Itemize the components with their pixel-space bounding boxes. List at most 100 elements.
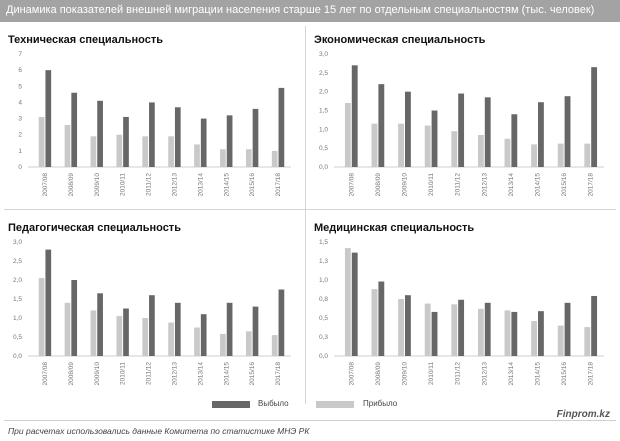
y-tick-label: 1,5 xyxy=(319,108,328,115)
footer: При расчетах использовались данные Комит… xyxy=(0,409,620,441)
bar-immigration xyxy=(90,136,97,167)
bar-immigration xyxy=(557,143,564,167)
bar-immigration xyxy=(398,299,404,356)
bar-emigration xyxy=(226,115,233,167)
x-tick-label: 2013/14 xyxy=(508,173,515,197)
x-tick-label: 2007/08 xyxy=(42,362,49,386)
brand-logo: Finprom.kz xyxy=(556,409,610,420)
y-tick-label: 1 xyxy=(18,148,22,155)
bar-emigration xyxy=(97,100,103,167)
chart-panel-technical: Техническая специальность 0 1 2 3 4 5 6 7 2007/08… xyxy=(0,24,305,209)
bar-emigration xyxy=(226,302,233,356)
y-tick-label: 2,5 xyxy=(13,258,22,265)
x-tick-label: 2009/10 xyxy=(94,173,101,197)
bar-emigration xyxy=(174,107,181,167)
bar-immigration xyxy=(168,136,174,167)
bar-emigration xyxy=(278,289,285,356)
bar-emigration xyxy=(538,102,544,167)
bar-emigration xyxy=(278,87,285,167)
x-tick-label: 2013/14 xyxy=(508,362,515,386)
y-tick-label: 2,0 xyxy=(319,89,328,96)
bar-emigration xyxy=(252,108,259,167)
y-tick-label: 0,3 xyxy=(319,334,328,341)
bar-immigration xyxy=(245,149,252,167)
bar-immigration xyxy=(271,335,278,356)
bar-emigration xyxy=(458,93,465,167)
bar-emigration xyxy=(97,293,103,356)
bar-emigration xyxy=(378,281,385,356)
bar-emigration xyxy=(200,314,207,356)
x-tick-label: 2014/15 xyxy=(223,362,230,386)
legend-label-immigration: Прибыло xyxy=(363,399,398,408)
bar-immigration xyxy=(271,150,278,167)
y-tick-label: 0,8 xyxy=(319,296,328,303)
bar-emigration xyxy=(511,311,518,356)
y-tick-label: 0,0 xyxy=(319,164,328,171)
bar-immigration xyxy=(38,116,45,167)
bar-immigration xyxy=(451,131,458,167)
chart-technical: Техническая специальность 0 1 2 3 4 5 6 7 2007/08… xyxy=(8,34,291,197)
x-tick-label: 2008/09 xyxy=(375,173,382,197)
y-tick-label: 0,5 xyxy=(319,315,328,322)
bar-emigration xyxy=(591,295,598,356)
x-tick-label: 2015/16 xyxy=(249,173,256,197)
bar-emigration xyxy=(45,70,52,167)
bar-immigration xyxy=(584,327,591,356)
bar-emigration xyxy=(591,67,598,167)
x-tick-label: 2014/15 xyxy=(535,362,542,386)
x-tick-label: 2014/15 xyxy=(223,173,230,197)
bar-immigration xyxy=(142,136,149,167)
x-tick-label: 2012/13 xyxy=(171,173,178,197)
y-tick-label: 0,5 xyxy=(13,334,22,341)
y-tick-label: 0,0 xyxy=(319,353,328,360)
bar-emigration xyxy=(174,302,181,356)
x-tick-label: 2008/09 xyxy=(375,362,382,386)
y-tick-label: 0 xyxy=(18,164,22,171)
bar-emigration xyxy=(123,308,129,356)
bar-emigration xyxy=(351,65,358,167)
y-tick-label: 6 xyxy=(18,67,22,74)
chart-panel-medical: Медицинская специальность 0,0 0,3 0,5 0,8 1,0… xyxy=(306,212,618,398)
legend: Выбыло Прибыло xyxy=(0,398,620,412)
bar-immigration xyxy=(424,303,431,356)
bar-immigration xyxy=(90,310,97,356)
page-title: Динамика показателей внешней миграции на… xyxy=(6,4,595,16)
bar-emigration xyxy=(351,252,358,356)
bar-emigration xyxy=(405,91,411,167)
x-tick-label: 2015/16 xyxy=(561,362,568,386)
bar-emigration xyxy=(564,302,571,356)
bar-immigration xyxy=(557,325,564,356)
y-tick-label: 4 xyxy=(18,99,22,106)
bar-immigration xyxy=(194,144,200,167)
bar-emigration xyxy=(252,306,259,356)
x-tick-label: 2012/13 xyxy=(481,173,488,197)
y-tick-label: 0,5 xyxy=(319,145,328,152)
y-tick-label: 3,0 xyxy=(13,239,22,246)
x-tick-label: 2013/14 xyxy=(197,362,204,386)
bar-emigration xyxy=(458,299,465,356)
bar-emigration xyxy=(564,96,571,167)
x-tick-label: 2008/09 xyxy=(68,173,75,197)
x-tick-label: 2011/12 xyxy=(146,173,153,196)
y-tick-label: 1,0 xyxy=(13,315,22,322)
x-tick-label: 2015/16 xyxy=(561,173,568,197)
bar-immigration xyxy=(64,302,71,356)
bar-emigration xyxy=(45,249,52,356)
x-tick-label: 2011/12 xyxy=(146,362,153,385)
bar-emigration xyxy=(149,102,155,167)
chart-panel-pedagogical: Педагогическая специальность 0,0 0,5 1,0 1,5… xyxy=(0,212,305,398)
bar-immigration xyxy=(168,322,174,356)
bar-immigration xyxy=(116,316,123,356)
y-tick-label: 2 xyxy=(18,132,22,139)
y-tick-label: 2,0 xyxy=(13,277,22,284)
bar-emigration xyxy=(71,280,78,356)
chart-title-pedagogical: Педагогическая специальность xyxy=(8,222,181,234)
x-tick-label: 2017/18 xyxy=(588,362,595,386)
y-tick-label: 1,0 xyxy=(319,126,328,133)
bar-emigration xyxy=(71,92,78,167)
bar-immigration xyxy=(477,134,484,167)
x-tick-label: 2009/10 xyxy=(402,173,409,197)
bar-immigration xyxy=(344,248,351,356)
bar-immigration xyxy=(344,102,351,167)
bar-immigration xyxy=(194,327,200,356)
